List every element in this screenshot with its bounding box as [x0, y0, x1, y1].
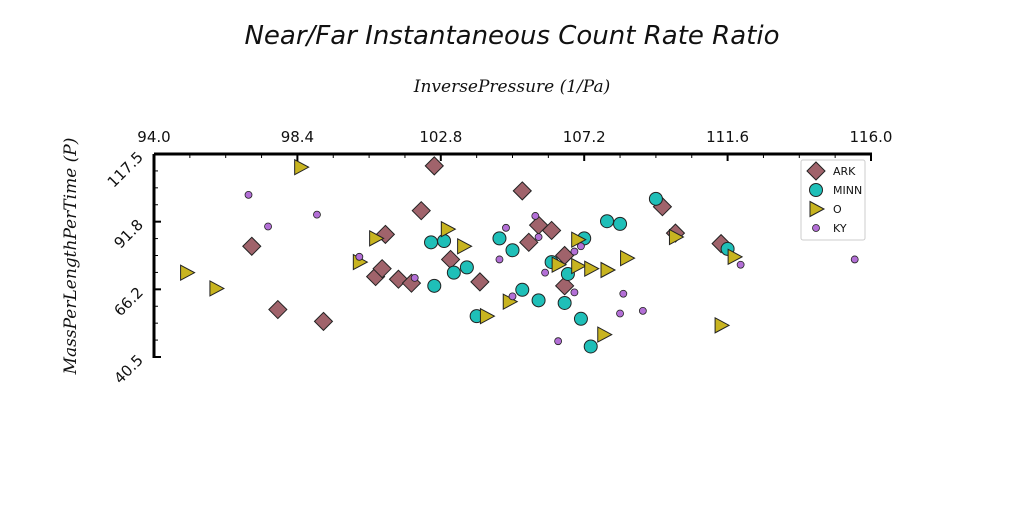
- legend-label-ark: ARK: [833, 165, 856, 178]
- point-minn: [492, 231, 507, 246]
- point-ark: [470, 272, 490, 292]
- point-ky: [570, 247, 579, 256]
- point-o: [600, 261, 617, 279]
- point-o: [551, 256, 568, 274]
- point-o: [180, 264, 196, 281]
- legend-label-minn: MINN: [833, 184, 862, 197]
- point-ky: [495, 255, 504, 264]
- point-o: [294, 158, 310, 176]
- point-minn: [531, 293, 546, 308]
- x-tick-label: 107.2: [563, 128, 606, 146]
- point-o: [668, 228, 685, 246]
- point-o: [571, 257, 587, 275]
- point-ark: [541, 220, 562, 241]
- point-minn: [505, 243, 520, 258]
- point-minn: [427, 278, 442, 293]
- point-o: [457, 237, 473, 255]
- y-tick-label: 66.2: [110, 283, 146, 319]
- point-minn: [459, 260, 474, 275]
- point-ky: [570, 288, 579, 297]
- point-minn: [424, 235, 439, 250]
- point-ark: [268, 299, 288, 320]
- legend-marker-o: [809, 200, 826, 218]
- point-o: [479, 307, 496, 325]
- x-tick-label: 98.4: [281, 128, 314, 146]
- point-o: [714, 317, 731, 334]
- point-o: [369, 230, 385, 247]
- point-ky: [508, 292, 517, 301]
- series-ky: [244, 190, 859, 346]
- point-minn: [557, 295, 572, 310]
- series-minn: [424, 191, 735, 354]
- x-tick-label: 116.0: [850, 128, 893, 146]
- point-minn: [573, 311, 588, 326]
- point-ky: [619, 289, 628, 298]
- x-tick-label: 102.8: [419, 128, 462, 146]
- legend: ARK MINN O KY: [800, 159, 866, 241]
- point-o: [727, 248, 744, 266]
- data-points: [180, 156, 859, 354]
- point-ark: [512, 181, 532, 201]
- point-ky: [534, 233, 543, 241]
- point-ky: [541, 268, 549, 277]
- point-ky: [502, 223, 510, 232]
- y-tick-label: 40.5: [110, 351, 146, 387]
- y-tick-label: 117.5: [104, 148, 147, 191]
- point-o: [440, 220, 457, 238]
- point-ky: [616, 309, 624, 318]
- point-ky: [638, 306, 647, 315]
- point-minn: [446, 265, 461, 280]
- point-ky: [736, 260, 745, 269]
- point-ky: [531, 212, 540, 220]
- point-ky: [313, 210, 321, 219]
- point-minn: [437, 234, 452, 248]
- legend-label-ky: KY: [833, 222, 847, 235]
- series-o: [180, 158, 744, 343]
- point-ark: [519, 232, 539, 253]
- point-o: [597, 326, 613, 343]
- point-minn: [560, 266, 575, 281]
- point-ky: [410, 274, 419, 282]
- x-axis-label: InversePressure (1/Pa): [413, 77, 610, 97]
- point-ky: [264, 222, 272, 231]
- point-ark: [424, 156, 444, 176]
- point-ky: [554, 337, 563, 346]
- x-tick-label: 94.0: [137, 128, 170, 146]
- point-o: [620, 249, 636, 267]
- point-minn: [583, 339, 598, 354]
- point-minn: [600, 214, 615, 229]
- point-minn: [648, 191, 663, 206]
- y-tick-label: 91.8: [110, 216, 146, 252]
- point-ky: [850, 255, 859, 264]
- point-ky: [244, 190, 253, 199]
- point-o: [584, 260, 600, 278]
- chart-title: Near/Far Instantaneous Count Rate Ratio: [244, 21, 779, 51]
- y-ticks: 40.5 66.2 91.8 117.5: [104, 148, 161, 387]
- legend-label-o: O: [833, 203, 842, 216]
- point-ark: [372, 258, 392, 279]
- legend-box: [800, 159, 866, 241]
- point-ark: [440, 249, 461, 270]
- legend-marker-ark: [806, 161, 826, 181]
- legend-marker-ky: [812, 224, 820, 232]
- y-axis-label: MassPerLengthPerTime (P): [61, 138, 81, 376]
- point-minn: [515, 282, 530, 297]
- point-ky: [355, 252, 364, 261]
- point-ark: [411, 200, 431, 221]
- point-ark: [554, 276, 575, 296]
- legend-marker-minn: [809, 183, 823, 197]
- point-o: [209, 280, 225, 297]
- point-ark: [313, 311, 334, 332]
- point-ky: [577, 242, 585, 251]
- x-ticks: 94.0 98.4 102.8 107.2 111.6 116.0: [137, 128, 892, 161]
- x-tick-label: 111.6: [706, 128, 749, 146]
- point-minn: [613, 216, 628, 231]
- series-ark: [242, 156, 731, 332]
- point-ark: [242, 236, 262, 256]
